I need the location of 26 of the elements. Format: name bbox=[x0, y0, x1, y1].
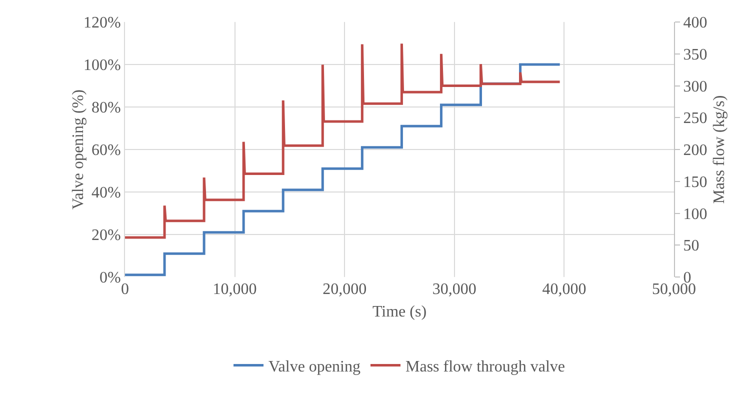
y-tick-label: 80% bbox=[91, 100, 121, 117]
legend-label: Mass flow through valve bbox=[405, 358, 566, 376]
x-tick-label: 30,000 bbox=[432, 281, 476, 298]
x-tick-label: 40,000 bbox=[542, 281, 586, 298]
y2-tick-label: 100 bbox=[683, 206, 708, 223]
y2-tick-label: 300 bbox=[683, 78, 708, 96]
y2-tick-label: 350 bbox=[683, 46, 708, 64]
y-tick-label: 100% bbox=[83, 57, 121, 74]
y-tick-label: 20% bbox=[91, 227, 121, 244]
y2-tick-label: 250 bbox=[683, 110, 708, 128]
y-tick-label: 60% bbox=[91, 142, 121, 160]
y-tick-label: 40% bbox=[91, 184, 121, 202]
y2-tick-label: 150 bbox=[683, 174, 708, 191]
line-series bbox=[125, 42, 562, 239]
y2-axis-title: Mass flow (kg/s) bbox=[711, 95, 728, 204]
x-tick-label: 0 bbox=[121, 281, 129, 298]
y-tick-label: 0% bbox=[99, 270, 121, 287]
y2-tick-label: 200 bbox=[683, 142, 708, 160]
y2-tick-label: 400 bbox=[683, 14, 708, 32]
x-axis-title: Time (s) bbox=[372, 304, 427, 321]
legend-label: Valve opening bbox=[268, 358, 360, 376]
y-tick-label: 120% bbox=[83, 14, 121, 32]
x-tick-label: 20,000 bbox=[322, 281, 367, 298]
y2-tick-label: 50 bbox=[683, 238, 700, 255]
y-axis-title: Valve opening (%) bbox=[70, 90, 87, 210]
x-tick-label: 10,000 bbox=[212, 281, 257, 298]
